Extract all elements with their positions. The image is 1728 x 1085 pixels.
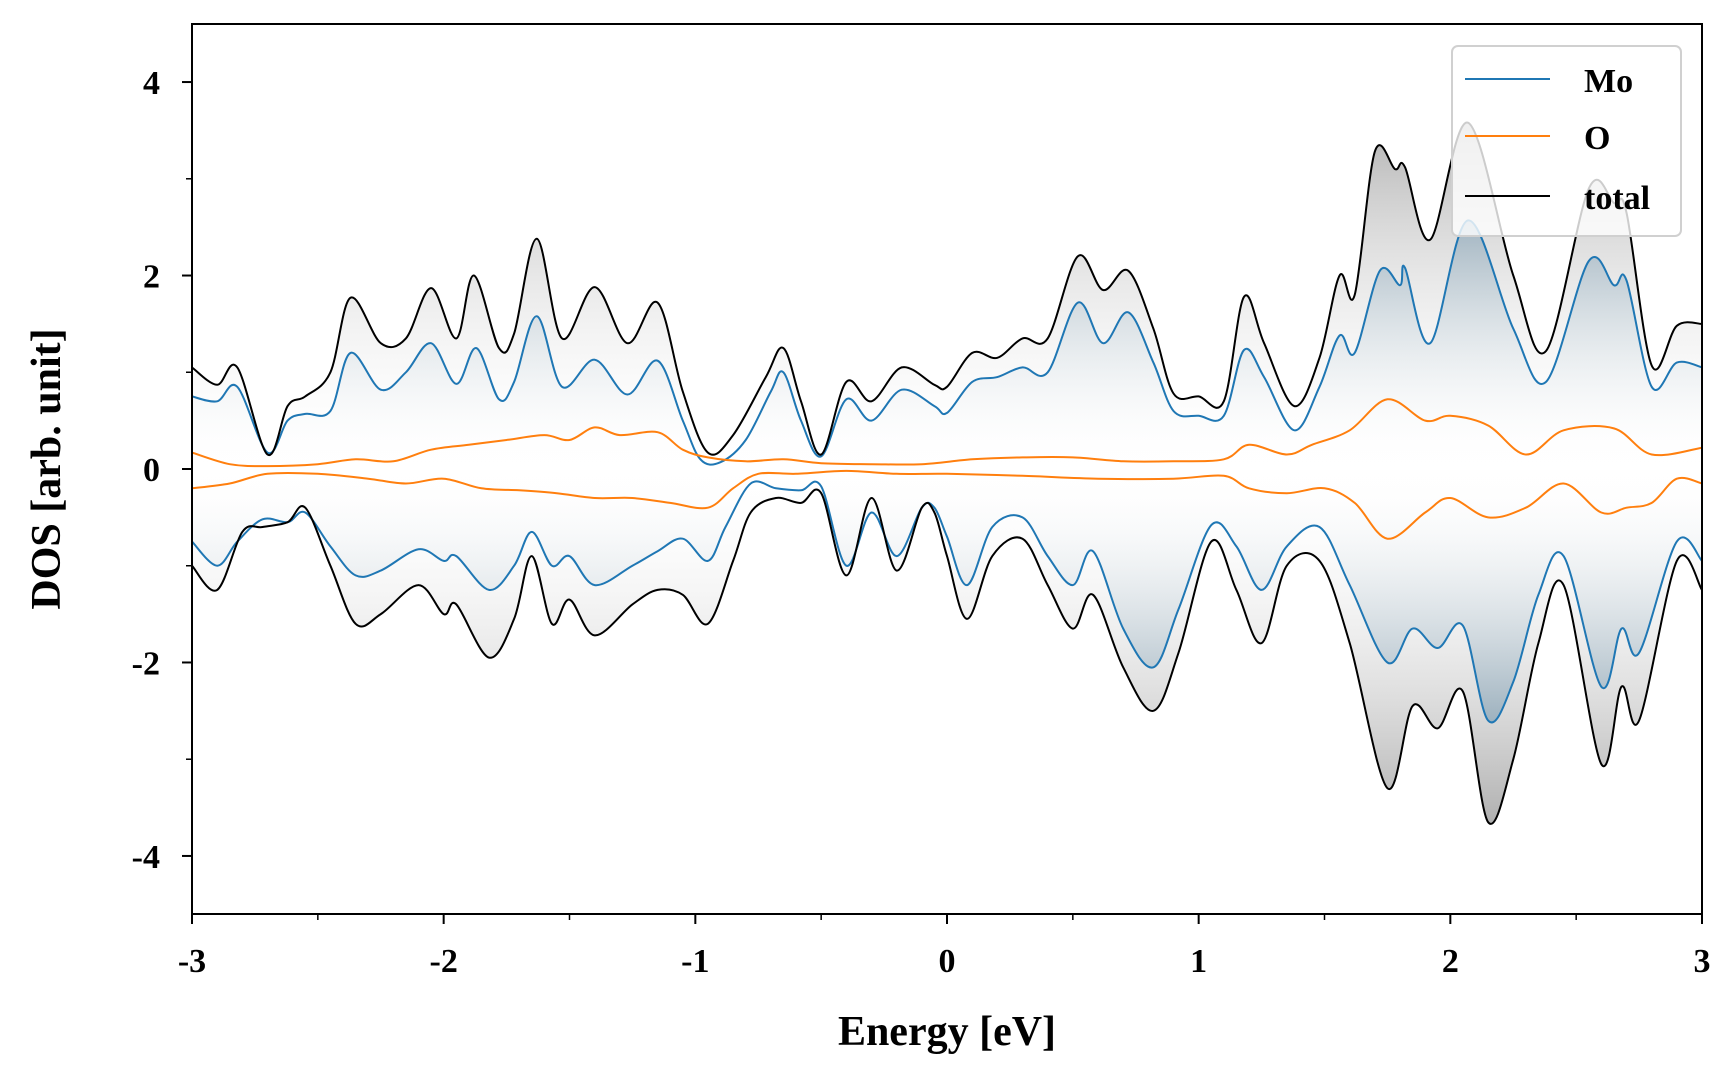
x-tick-label: 0 — [939, 943, 956, 980]
legend-label-o: O — [1584, 120, 1610, 157]
y-tick-label: -2 — [132, 645, 160, 682]
legend-box — [1451, 45, 1682, 237]
x-tick-label: 2 — [1442, 943, 1459, 980]
y-tick-label: -4 — [132, 839, 160, 876]
x-axis: -3 -2 -1 0 1 2 3 — [178, 914, 1711, 980]
total-down-fill — [192, 469, 1702, 824]
x-tick-label: -3 — [178, 943, 206, 980]
y-tick-label: 0 — [143, 452, 160, 489]
mo-up-fill — [192, 220, 1702, 469]
legend-item-o: O — [1465, 120, 1610, 157]
legend-item-total: total — [1465, 180, 1650, 217]
series-line-total-up — [192, 121, 1702, 456]
y-axis: -4 -2 0 2 4 — [132, 65, 192, 876]
x-tick-label: 1 — [1190, 943, 1207, 980]
x-axis-title: Energy [eV] — [838, 1009, 1056, 1055]
series-line-o-down — [192, 469, 1702, 540]
y-tick-label: 4 — [143, 65, 160, 102]
legend-label-mo: Mo — [1584, 63, 1633, 100]
x-tick-label: -2 — [430, 943, 458, 980]
y-tick-label: 2 — [143, 259, 160, 296]
x-tick-label: -1 — [681, 943, 709, 980]
series-line-o-up — [192, 398, 1702, 468]
legend-item-mo: Mo — [1465, 63, 1633, 100]
series-line-mo-down — [192, 480, 1702, 724]
x-tick-label: 3 — [1694, 943, 1711, 980]
mo-down-fill — [192, 469, 1702, 723]
legend-label-total: total — [1584, 180, 1650, 217]
legend: Mo O total — [1451, 45, 1682, 237]
series-line-total-down — [192, 488, 1702, 825]
series-line-mo-up — [192, 219, 1702, 466]
y-axis-title: DOS [arb. unit] — [24, 328, 70, 609]
plot-area — [192, 121, 1702, 825]
